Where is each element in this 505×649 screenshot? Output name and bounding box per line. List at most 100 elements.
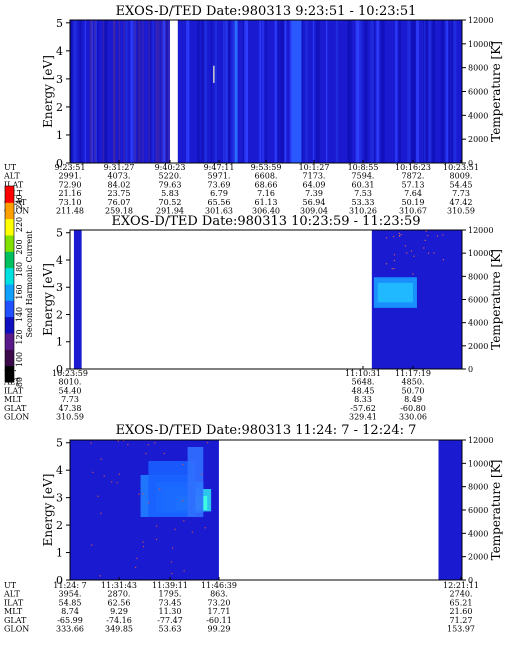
y2-tick-label: 0 (468, 365, 473, 374)
table-cell: 291.94 (156, 207, 184, 216)
heatmap-stripe (91, 20, 93, 163)
y-axis-label: Energy [eV] (41, 263, 55, 336)
heatmap-dot (170, 561, 173, 563)
heatmap-stripe (246, 20, 248, 163)
colorbar-tick-label: 180 (15, 262, 24, 277)
table-cell: 73.45 (159, 598, 182, 607)
table-row-label: UT (4, 163, 17, 172)
table-cell: 7594. (352, 172, 375, 181)
y2-tick-label: 6000 (468, 506, 488, 515)
y-tick-label: 2 (56, 519, 63, 532)
table-cell: 53.63 (159, 625, 182, 634)
table-cell: 8009. (450, 172, 473, 181)
heatmap-stripe (137, 20, 140, 163)
heatmap-stripe (347, 20, 352, 163)
heatmap-stripe (202, 20, 207, 163)
table-cell: 259.18 (105, 207, 133, 216)
heatmap-dot (147, 444, 149, 446)
table-cell: 8.74 (61, 607, 79, 616)
heatmap-stripe (113, 20, 115, 163)
y2-axis-label: Temperature [K] (489, 41, 503, 142)
heatmap-dot (201, 473, 203, 475)
table-cell: -65.99 (57, 616, 83, 625)
y2-tick-label: 4000 (468, 111, 488, 120)
table-cell: 9:23:51 (55, 163, 86, 172)
table-cell: -74.16 (106, 616, 132, 625)
table-row-label: ALT (3, 590, 20, 599)
heatmap-dot (135, 566, 137, 569)
heatmap-dot (410, 250, 412, 252)
heatmap-stripe (130, 20, 134, 163)
colorbar-tick-label: 140 (15, 307, 24, 322)
table-cell: 306.40 (252, 207, 280, 216)
table-row-label: GLAT (4, 198, 27, 207)
heatmap-stripe (162, 20, 167, 163)
heatmap-stripe (125, 20, 128, 163)
heatmap-stripe (364, 20, 368, 163)
heatmap-stripe (161, 20, 163, 163)
table-cell: 310.59 (56, 413, 84, 422)
heatmap-dot (433, 252, 435, 254)
y-tick-label: 4 (56, 254, 63, 267)
heatmap-stripe (259, 20, 262, 163)
y-tick-label: 0 (56, 157, 63, 170)
y-tick-label: 0 (56, 363, 63, 376)
table-cell: 72.90 (59, 180, 82, 189)
heatmap-dot (145, 452, 147, 455)
heatmap-stripe (79, 20, 82, 163)
heatmap-stripe (325, 20, 328, 163)
table-cell: 2740. (450, 590, 473, 599)
heatmap-stripe (370, 20, 375, 163)
heatmap-dot (103, 475, 105, 477)
colorbar-swatch (5, 284, 14, 301)
table-row-label: ILAT (4, 180, 24, 189)
heatmap-dot (142, 493, 144, 495)
table-cell: 5648. (352, 378, 375, 387)
y-tick-label: 1 (56, 129, 63, 142)
heatmap-dot (393, 235, 395, 238)
heatmap-dot (116, 482, 118, 484)
heatmap-stripe (395, 20, 398, 163)
table-cell: 1795. (159, 590, 182, 599)
heatmap-stripe (280, 20, 283, 163)
heatmap-dot (122, 440, 125, 442)
heatmap-stripe (357, 20, 360, 163)
heatmap-block (438, 440, 462, 580)
table-cell: 53.33 (352, 198, 375, 207)
heatmap-dot (182, 500, 184, 502)
table-cell: 76.07 (108, 198, 131, 207)
table-cell: 60.31 (352, 180, 375, 189)
y2-tick-label: 2000 (468, 553, 488, 562)
table-cell: 10:1:27 (299, 163, 330, 172)
heatmap-dot (427, 235, 429, 237)
table-cell: 7.16 (257, 189, 275, 198)
table-cell: -60.11 (206, 616, 232, 625)
colorbar-swatch (5, 267, 14, 285)
colorbar-tick-label: 220 (15, 217, 24, 232)
heatmap-stripe (432, 20, 435, 163)
heatmap-dot (118, 473, 120, 475)
heatmap-block (70, 230, 74, 369)
heatmap-stripe (210, 20, 213, 163)
table-cell: 54.45 (450, 180, 473, 189)
table-row-label: ILAT (4, 386, 24, 395)
y2-tick-label: 12000 (468, 226, 493, 235)
heatmap-stripe (428, 20, 432, 163)
heatmap-stripe (201, 20, 205, 163)
table-cell: 7.73 (61, 395, 79, 404)
heatmap-stripe (425, 20, 428, 163)
heatmap-stripe (164, 20, 167, 163)
table-cell: 68.66 (255, 180, 278, 189)
colorbar-swatch (5, 218, 14, 236)
table-cell: 333.66 (56, 625, 84, 634)
heatmap-stripe (222, 20, 227, 163)
heatmap-dot (183, 570, 185, 572)
heatmap-stripe (446, 20, 449, 163)
table-cell: 61.13 (255, 198, 278, 207)
table-cell: 50.70 (402, 386, 425, 395)
table-cell: 10:16:23 (395, 163, 431, 172)
table-cell: 17.71 (208, 607, 231, 616)
table-row-label: MLT (4, 607, 23, 616)
heatmap-stripe (276, 20, 280, 163)
